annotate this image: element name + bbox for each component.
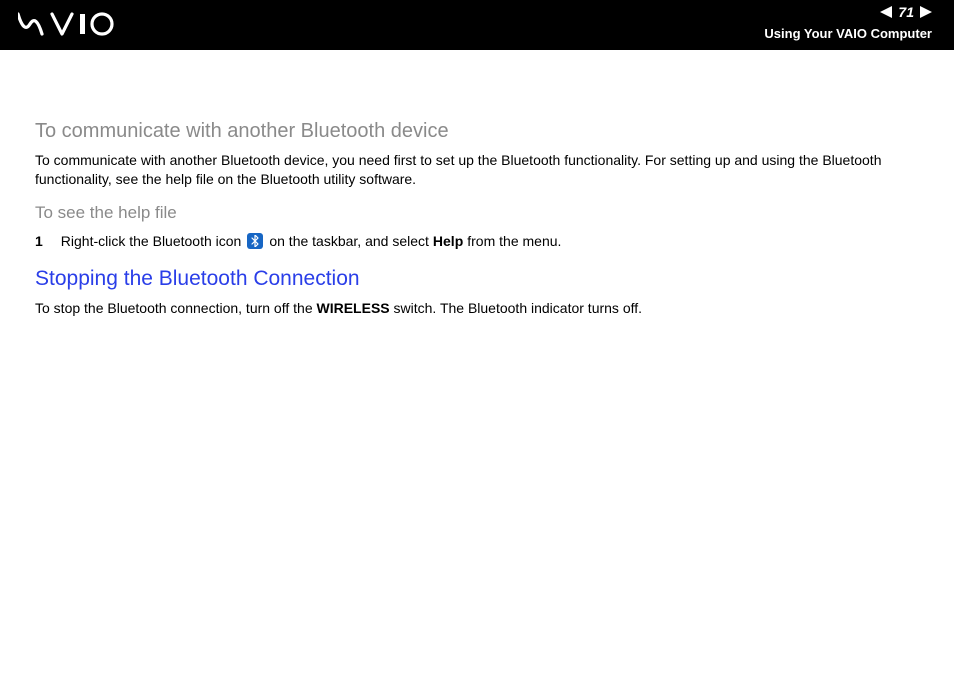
- vaio-logo: [18, 10, 118, 38]
- next-page-arrow-icon[interactable]: [920, 6, 932, 18]
- paragraph-communicate: To communicate with another Bluetooth de…: [35, 151, 926, 189]
- section-title: Using Your VAIO Computer: [764, 26, 932, 41]
- page-number: 71: [898, 4, 914, 20]
- page-content: To communicate with another Bluetooth de…: [0, 50, 954, 318]
- prev-page-arrow-icon[interactable]: [880, 6, 892, 18]
- bluetooth-icon: [247, 233, 263, 249]
- heading-communicate: To communicate with another Bluetooth de…: [35, 120, 926, 143]
- para2-post: switch. The Bluetooth indicator turns of…: [394, 300, 643, 316]
- step-1: 1 Right-click the Bluetooth icon on the …: [35, 233, 926, 249]
- vaio-logo-svg: [18, 10, 118, 38]
- step-number: 1: [35, 233, 43, 249]
- document-page: 71 Using Your VAIO Computer To communica…: [0, 0, 954, 674]
- step-text-post: on the taskbar, and select: [269, 233, 429, 249]
- step-text-pre: Right-click the Bluetooth icon: [61, 233, 242, 249]
- para2-bold: WIRELESS: [317, 300, 390, 316]
- heading-stopping: Stopping the Bluetooth Connection: [35, 267, 926, 291]
- paragraph-stopping: To stop the Bluetooth connection, turn o…: [35, 299, 926, 318]
- step-text-bold: Help: [433, 233, 463, 249]
- step-text: Right-click the Bluetooth icon on the ta…: [61, 233, 562, 249]
- para2-pre: To stop the Bluetooth connection, turn o…: [35, 300, 313, 316]
- page-header: 71 Using Your VAIO Computer: [0, 0, 954, 50]
- page-navigation: 71: [880, 4, 932, 20]
- heading-help-file: To see the help file: [35, 203, 926, 223]
- step-text-tail: from the menu.: [467, 233, 561, 249]
